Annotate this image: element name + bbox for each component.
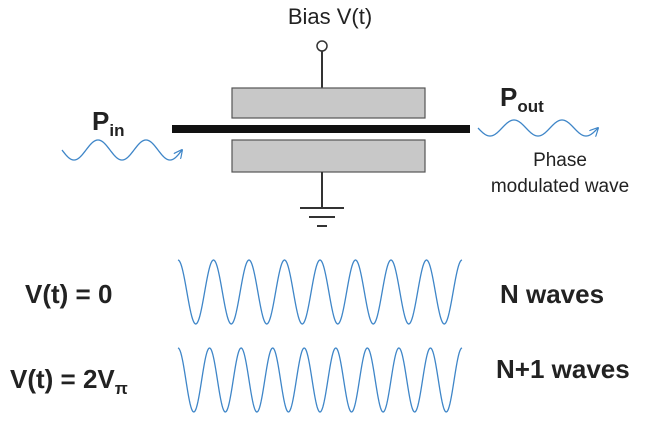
result: N+1 waves [496, 354, 630, 384]
subscript: out [517, 97, 544, 116]
input-label: Pin [92, 106, 124, 140]
condition: V(t) = 0 [25, 279, 112, 309]
bias-terminal [316, 40, 328, 52]
subscript: in [109, 121, 124, 140]
output-caption: modulated wave [491, 176, 629, 197]
bias-label: Bias V(t) [288, 4, 372, 29]
wave-train [177, 259, 463, 325]
symbol: P [500, 82, 517, 112]
input-wave [61, 139, 182, 161]
subscript: π [115, 379, 128, 398]
output-label: Pout [500, 82, 544, 116]
condition: V(t) = 2Vπ [10, 364, 128, 398]
output-caption: Phase [533, 150, 587, 171]
top-electrode [231, 87, 426, 119]
symbol: P [92, 106, 109, 136]
result: N waves [500, 279, 604, 309]
output-wave [477, 119, 598, 136]
condition-text: V(t) = 2V [10, 364, 115, 394]
waveguide [172, 125, 470, 133]
bottom-electrode [231, 139, 426, 173]
wave-train [177, 347, 463, 413]
